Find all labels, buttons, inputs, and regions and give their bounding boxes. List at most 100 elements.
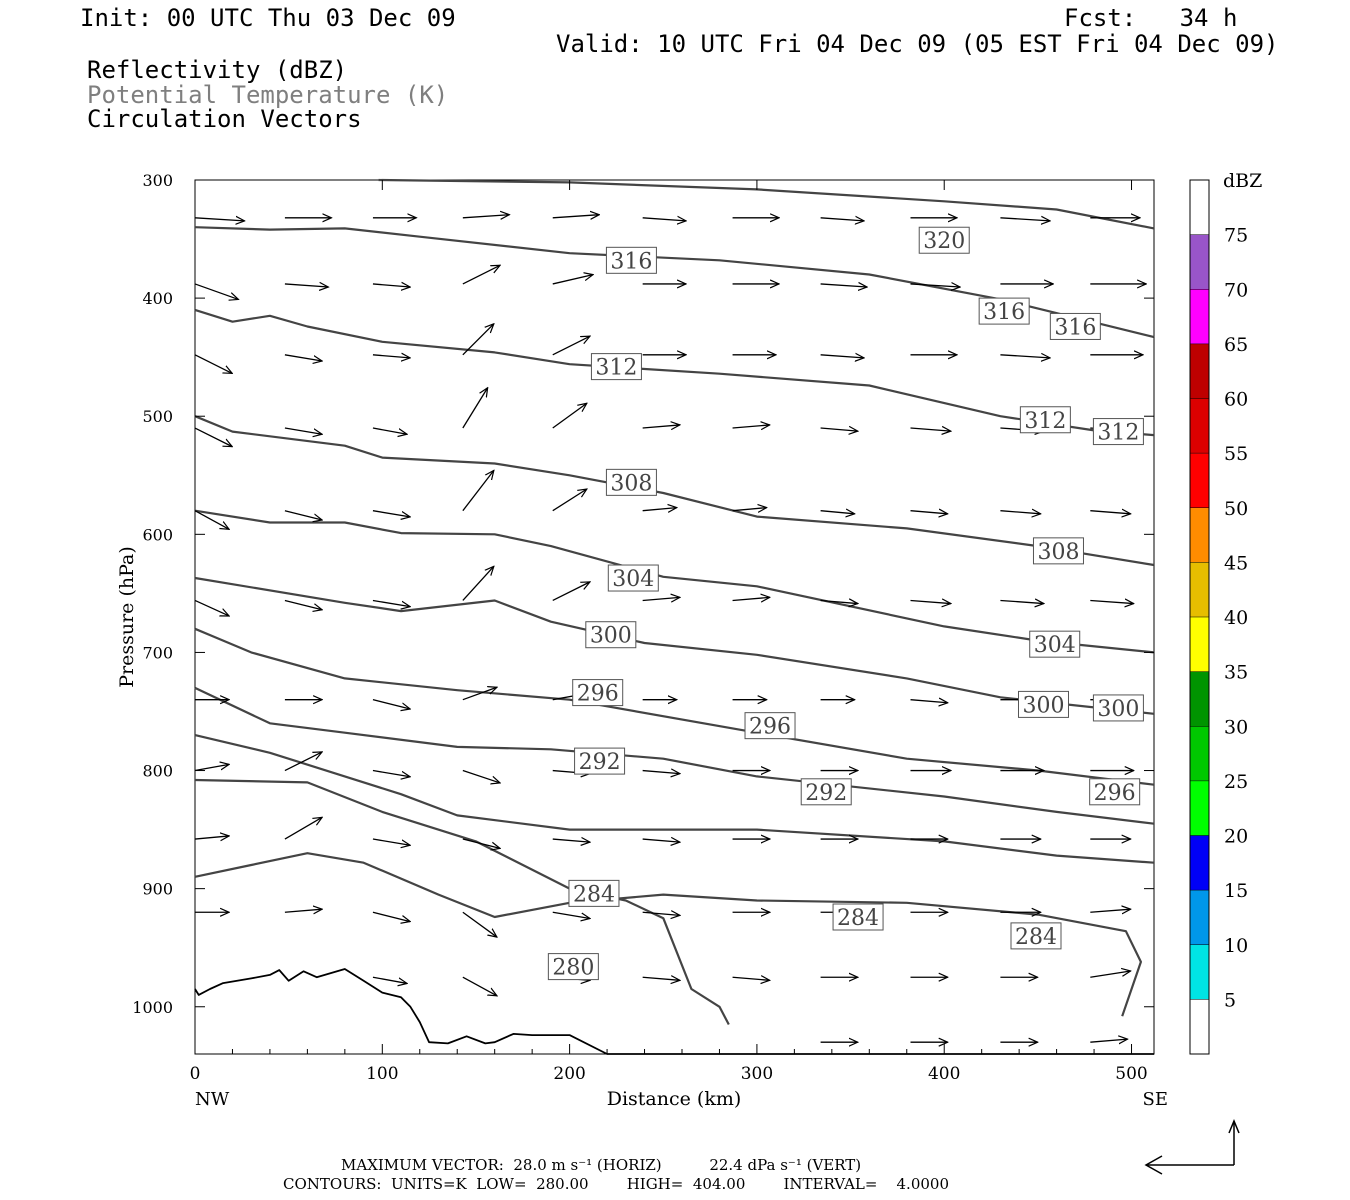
x-tick-label: 500 bbox=[1115, 1064, 1147, 1084]
circulation-vector bbox=[372, 911, 410, 921]
circulation-vector bbox=[642, 425, 680, 428]
contour-label: 292 bbox=[579, 750, 621, 775]
contour-label-box bbox=[605, 246, 657, 274]
terrain-surface-line bbox=[194, 968, 1154, 1055]
contour-label-box bbox=[1092, 418, 1144, 446]
circulation-vector bbox=[732, 597, 770, 600]
circulation-vector bbox=[552, 215, 600, 218]
x-tick-label: 300 bbox=[741, 1064, 773, 1084]
colorbar-segment bbox=[1190, 289, 1209, 344]
colorbar-level-label: 75 bbox=[1224, 225, 1248, 247]
circulation-vector bbox=[820, 218, 864, 221]
contour-label-box bbox=[1010, 922, 1062, 950]
circulation-vector bbox=[462, 976, 497, 996]
contour-label: 316 bbox=[983, 300, 1025, 325]
y-tick-label: 300 bbox=[142, 171, 173, 190]
circulation-vector bbox=[820, 284, 868, 287]
y-tick-label: 600 bbox=[142, 525, 173, 544]
colorbar-segment bbox=[1190, 617, 1209, 672]
circulation-vector bbox=[552, 403, 587, 429]
circulation-vector bbox=[552, 582, 590, 602]
contour-label: 300 bbox=[1022, 693, 1064, 718]
circulation-vector bbox=[194, 599, 229, 616]
forecast-hour: Fcst: 34 h bbox=[1064, 4, 1238, 32]
field-label-circulation-vectors: Circulation Vectors bbox=[87, 105, 362, 133]
y-tick-label: 800 bbox=[142, 762, 173, 781]
x-tick-label: 200 bbox=[553, 1064, 585, 1084]
circulation-vector bbox=[194, 764, 229, 772]
colorbar-level-label: 50 bbox=[1224, 498, 1248, 520]
circulation-vector bbox=[1090, 511, 1130, 514]
colorbar-segment bbox=[1190, 180, 1209, 235]
contour-label-box bbox=[978, 297, 1030, 325]
circulation-vector bbox=[732, 425, 770, 428]
x-tick-label: 400 bbox=[928, 1064, 960, 1084]
theta-contour-284 bbox=[194, 852, 1142, 1017]
contour-label: 316 bbox=[1054, 315, 1096, 340]
circulation-vector bbox=[1000, 511, 1040, 514]
circulation-vector bbox=[820, 600, 858, 603]
circulation-vector bbox=[284, 599, 322, 609]
theta-contour-312 bbox=[194, 308, 1155, 437]
circulation-vector bbox=[194, 354, 232, 374]
circulation-vector bbox=[194, 218, 245, 221]
field-label-potential-temperature: Potential Temperature (K) bbox=[87, 81, 449, 109]
contour-label: 312 bbox=[1024, 409, 1066, 434]
circulation-vector bbox=[284, 752, 322, 772]
circulation-vector bbox=[462, 911, 497, 937]
contour-label: 316 bbox=[610, 249, 652, 274]
field-label-reflectivity: Reflectivity (dBZ) bbox=[87, 56, 348, 84]
contour-label: 284 bbox=[573, 882, 615, 907]
circulation-vector bbox=[284, 909, 322, 912]
circulation-vector bbox=[910, 700, 948, 703]
circulation-vector bbox=[910, 511, 948, 514]
circulation-vector bbox=[372, 699, 410, 709]
circulation-vector bbox=[552, 839, 590, 842]
contour-label: 300 bbox=[590, 624, 632, 649]
contour-label-box bbox=[744, 712, 796, 740]
colorbar-level-label: 20 bbox=[1224, 826, 1248, 848]
circulation-vector bbox=[1090, 1039, 1127, 1042]
colorbar-segment bbox=[1190, 562, 1209, 618]
max-vector-note: MAXIMUM VECTOR: 28.0 m s⁻¹ (HORIZ) 22.4 … bbox=[341, 1156, 862, 1174]
circulation-vector bbox=[910, 428, 951, 431]
colorbar-segment bbox=[1190, 671, 1209, 727]
colorbar-segment bbox=[1190, 234, 1209, 290]
circulation-vector bbox=[462, 687, 497, 701]
contour-label-box bbox=[547, 953, 599, 981]
contour-label: 308 bbox=[610, 471, 652, 496]
circulation-vector bbox=[1000, 218, 1050, 221]
circulation-vector bbox=[462, 265, 500, 285]
colorbar-level-label: 65 bbox=[1224, 334, 1248, 356]
circulation-vector bbox=[642, 218, 686, 221]
colorbar-level-label: 35 bbox=[1224, 662, 1248, 684]
circulation-vector bbox=[462, 324, 494, 356]
circulation-vector bbox=[642, 771, 680, 774]
colorbar-segment bbox=[1190, 999, 1209, 1055]
contour-label: 292 bbox=[805, 781, 847, 806]
contour-label-box bbox=[832, 903, 884, 931]
circulation-vector bbox=[462, 566, 494, 601]
circulation-vector bbox=[552, 275, 593, 285]
circulation-vector bbox=[462, 838, 500, 848]
circulation-vector bbox=[642, 839, 680, 842]
contour-label: 296 bbox=[1094, 781, 1136, 806]
colorbar-segment bbox=[1190, 890, 1209, 945]
end-label-left: NW bbox=[195, 1089, 230, 1110]
contour-label: 312 bbox=[1097, 421, 1139, 446]
circulation-vector bbox=[372, 599, 410, 606]
y-tick-label: 1000 bbox=[132, 998, 173, 1017]
circulation-vector bbox=[284, 427, 322, 434]
colorbar-segment bbox=[1190, 780, 1209, 836]
circulation-vector bbox=[732, 508, 767, 511]
contour-label: 320 bbox=[923, 229, 965, 254]
circulation-vector bbox=[462, 388, 488, 429]
circulation-vector bbox=[552, 336, 590, 356]
contour-label: 300 bbox=[1097, 697, 1139, 722]
colorbar-level-label: 10 bbox=[1224, 935, 1248, 957]
contour-label: 284 bbox=[1015, 925, 1057, 950]
circulation-vector bbox=[372, 769, 410, 777]
contour-label-box bbox=[1019, 406, 1071, 434]
circulation-vector bbox=[1000, 355, 1050, 358]
y-tick-label: 500 bbox=[142, 407, 173, 426]
